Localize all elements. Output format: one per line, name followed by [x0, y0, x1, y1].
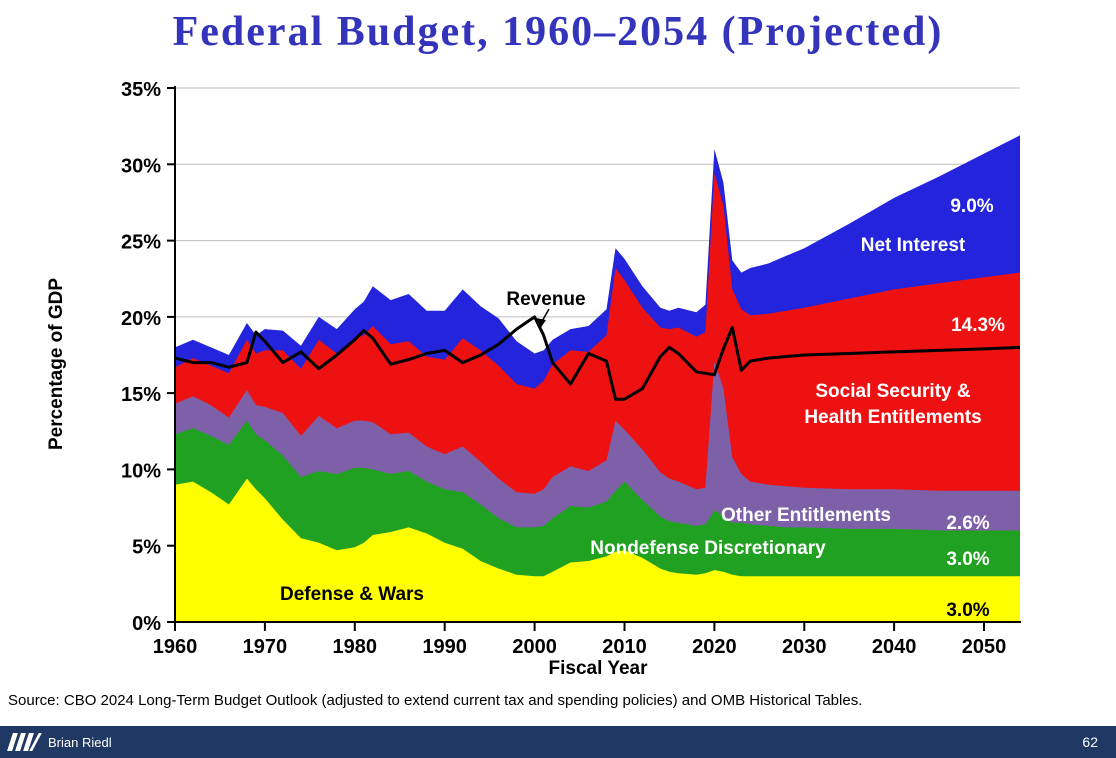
x-tick-label: 1980: [333, 636, 378, 658]
axes: [174, 86, 1021, 623]
net-interest-label: Net Interest: [861, 235, 966, 256]
other-entitlements-label: Other Entitlements: [721, 505, 891, 526]
page-number: 62: [1082, 734, 1098, 750]
x-tick-label: 2020: [692, 636, 737, 658]
social-security-label-line1: Social Security &: [815, 381, 971, 402]
x-tick-label: 1970: [243, 636, 288, 658]
footer-author: Brian Riedl: [48, 734, 112, 750]
revenue-arrowhead: [536, 318, 546, 329]
revenue-line: [174, 315, 1021, 401]
nondefense-label: Nondefense Discretionary: [590, 538, 826, 559]
y-tick-label: 25%: [121, 232, 161, 254]
y-tick-label: 5%: [132, 537, 161, 559]
x-tick-label: 2040: [872, 636, 917, 658]
net-interest-value: 9.0%: [950, 196, 993, 217]
source-note: Source: CBO 2024 Long-Term Budget Outloo…: [8, 692, 863, 709]
page-title: Federal Budget, 1960–2054 (Projected): [172, 9, 944, 55]
y-tick-label: 30%: [121, 155, 161, 177]
x-tick-label: 2000: [512, 636, 557, 658]
social-security-value: 14.3%: [951, 315, 1005, 336]
y-tick-label: 10%: [121, 460, 161, 482]
y-axis-title: Percentage of GDP: [46, 278, 67, 450]
revenue-annotation: Revenue: [506, 289, 585, 310]
x-tick-label: 1960: [153, 636, 198, 658]
y-tick-label: 20%: [121, 308, 161, 330]
y-tick-label: 0%: [132, 613, 161, 635]
social-security-label-line2: Health Entitlements: [804, 407, 981, 428]
x-axis-title: Fiscal Year: [549, 658, 649, 679]
y-tick-label: 15%: [121, 384, 161, 406]
tick-labels: 0% 5% 10% 15% 20% 25% 30% 35% 1960 1970 1980 1990 20…: [121, 79, 1006, 658]
x-tick-label: 2010: [602, 636, 647, 658]
y-tick-label: 35%: [121, 79, 161, 101]
x-tick-label: 1990: [422, 636, 467, 658]
defense-label: Defense & Wars: [280, 584, 424, 605]
other-entitlements-value: 2.6%: [946, 513, 989, 534]
annotations: Revenue 9.0% Net Interest 14.3% Social S…: [280, 196, 1005, 621]
x-tick-label: 2030: [782, 636, 827, 658]
budget-chart: 0% 5% 10% 15% 20% 25% 30% 35% 1960 1970 1980 1990 20…: [46, 79, 1021, 679]
chart-areas: [175, 135, 1020, 623]
defense-value: 3.0%: [946, 600, 989, 621]
brand-logo: [7, 726, 42, 758]
nondefense-value: 3.0%: [946, 549, 989, 570]
footer-bar: Brian Riedl 62: [0, 726, 1116, 758]
x-tick-label: 2050: [962, 636, 1007, 658]
area-defense-wars: [175, 478, 1020, 622]
